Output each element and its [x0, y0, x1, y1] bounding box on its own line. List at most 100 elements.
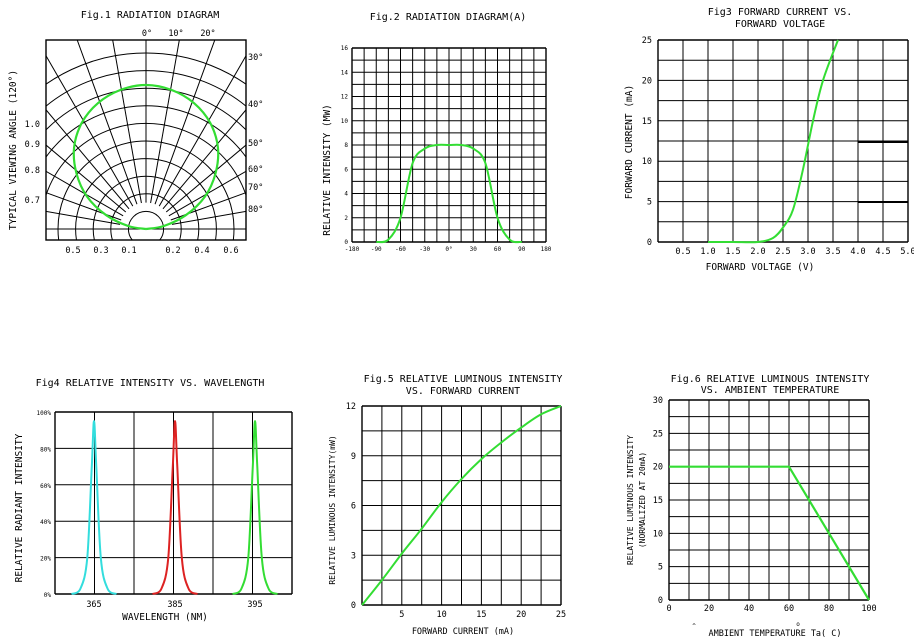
fig2-x-tick: -30 — [419, 246, 430, 253]
fig4-y-ticks: 0% 20% 40% 60% 80% 100% — [37, 410, 52, 599]
fig2-y-tick: 10 — [341, 118, 349, 125]
fig6-y-tick: 20 — [653, 463, 663, 473]
fig2-y-tick: 4 — [344, 191, 348, 198]
fig6-derating-curve — [669, 465, 870, 601]
fig1-radiation-diagram: Fig.1 RADIATION DIAGRAM TYPICAL VIEWING … — [8, 10, 263, 256]
fig1-angle-label: 40° — [248, 100, 263, 110]
fig6-y-tick: 15 — [653, 496, 663, 506]
fig3-x-tick: 0.5 — [675, 247, 690, 257]
fig6-y-tick: 30 — [653, 396, 663, 406]
fig3-y-tick: 10 — [642, 157, 652, 167]
fig2-y-tick: 14 — [341, 69, 349, 76]
fig4-x-ticks: 365 385 395 — [86, 600, 262, 610]
fig1-bottom-label: 0.4 — [194, 246, 209, 256]
fig1-left-label: 1.0 — [25, 120, 40, 130]
fig1-angle-label: 10° — [168, 29, 183, 39]
fig2-y-tick: 16 — [341, 45, 349, 52]
fig1-bottom-label: 0.3 — [93, 246, 108, 256]
fig2-y-tick: 6 — [344, 166, 348, 173]
fig1-ylabel: TYPICAL VIEWING ANGLE (120°) — [8, 70, 19, 230]
fig6-y-tick: 10 — [653, 529, 663, 539]
fig1-left-label: 0.8 — [25, 166, 40, 176]
fig6-x-ticks: 0 20 40 60 80 100 — [666, 604, 876, 614]
fig6-x-tick: 0 — [666, 604, 671, 614]
fig1-spoke — [46, 170, 124, 217]
fig1-spoke — [46, 109, 130, 210]
fig3-x-tick: 3.5 — [825, 247, 840, 257]
fig1-spoke — [76, 40, 138, 205]
fig1-angle-label: 60° — [248, 165, 263, 175]
fig5-y-tick: 0 — [351, 601, 356, 611]
fig1-spoke — [162, 109, 246, 210]
fig6-xlabel-caret: ^ — [692, 623, 696, 630]
fig2-y-tick: 8 — [344, 142, 348, 149]
fig1-bottom-label: 0.2 — [165, 246, 180, 256]
fig4-x-tick: 365 — [86, 600, 101, 610]
fig2-y-tick: 0 — [344, 239, 348, 246]
fig2-x-tick: -60 — [395, 246, 406, 253]
fig5-x-ticks: 5 10 15 20 25 — [399, 610, 566, 620]
fig4-y-tick: 80% — [40, 446, 51, 453]
fig1-spoke — [154, 40, 216, 205]
fig1-spoke — [168, 170, 246, 217]
fig1-spoke — [170, 192, 246, 221]
fig3-x-tick: 1.5 — [725, 247, 740, 257]
fig1-spoke — [112, 40, 142, 204]
fig1-angle-label: 20° — [200, 29, 215, 39]
fig5-title-line: Fig.5 RELATIVE LUMINOUS INTENSITY — [364, 374, 563, 385]
fig5-x-tick: 20 — [516, 610, 526, 620]
fig4-y-tick: 100% — [37, 410, 52, 417]
fig6-xlabel: AMBIENT TEMPERATURE Ta( C) — [708, 629, 841, 639]
fig2-intensity-curve — [376, 143, 522, 244]
fig3-x-tick: 1.0 — [700, 247, 715, 257]
fig4-ylabel: RELATIVE RADIANT INTENSITY — [14, 433, 25, 582]
fig3-y-ticks: 0 5 10 15 20 25 — [642, 36, 652, 248]
fig6-grid — [668, 399, 870, 601]
fig3-x-tick: 2.5 — [775, 247, 790, 257]
fig1-angle-label: 70° — [248, 183, 263, 193]
fig4-x-tick: 385 — [167, 600, 182, 610]
fig6-title-line: VS. AMBIENT TEMPERATURE — [701, 385, 839, 396]
fig2-ylabel: RELATIVE INTENSITY (MW) — [322, 104, 333, 236]
fig2-x-ticks: -180 -90 -60 -30 0° 30 60 90 180 — [345, 246, 552, 253]
fig4-y-tick: 0% — [44, 592, 52, 599]
fig3-x-tick: 5.0 — [900, 247, 914, 257]
fig6-y-ticks: 0 5 10 15 20 25 30 — [653, 396, 663, 606]
fig1-polar-lines — [46, 40, 246, 240]
fig6-ylabel-line: RELATIVE LUMINOUS INTENSITY — [626, 435, 635, 565]
fig6-luminous-intensity-vs-temperature: Fig.6 RELATIVE LUMINOUS INTENSITY VS. AM… — [626, 374, 877, 639]
fig2-x-tick: -180 — [345, 246, 360, 253]
fig6-degree-mark: o — [796, 621, 800, 628]
fig5-ylabel: RELATIVE LUMINOUS INTENSITY(mW) — [328, 435, 337, 584]
fig4-y-tick: 20% — [40, 556, 51, 563]
fig6-y-tick: 0 — [658, 596, 663, 606]
fig5-y-tick: 12 — [346, 402, 356, 412]
fig1-pattern-curve — [72, 83, 220, 231]
fig2-x-tick: 90 — [518, 246, 526, 253]
fig2-x-tick: 180 — [541, 246, 552, 253]
fig4-y-tick: 60% — [40, 483, 51, 490]
fig5-luminous-intensity-vs-current: Fig.5 RELATIVE LUMINOUS INTENSITY VS. FO… — [328, 374, 566, 637]
fig4-x-tick: 395 — [247, 600, 262, 610]
fig1-spoke — [150, 40, 180, 204]
fig6-x-tick: 60 — [784, 604, 794, 614]
fig1-title: Fig.1 RADIATION DIAGRAM — [81, 10, 219, 21]
fig5-x-tick: 15 — [476, 610, 486, 620]
fig3-xlabel: FORWARD VOLTAGE (V) — [706, 262, 815, 273]
fig3-grid — [657, 39, 909, 243]
fig5-y-tick: 6 — [351, 502, 356, 512]
fig2-x-tick: 30 — [470, 246, 478, 253]
fig4-series-395 — [231, 420, 279, 595]
fig4-xlabel: WAVELENGTH (NM) — [122, 612, 208, 623]
fig6-x-tick: 40 — [744, 604, 754, 614]
fig5-y-ticks: 0 3 6 9 12 — [346, 402, 356, 611]
fig3-ylabel: FORWARD CURRENT (mA) — [624, 85, 635, 199]
fig1-spoke — [165, 144, 246, 213]
fig3-x-tick: 4.5 — [875, 247, 890, 257]
fig6-title-line: Fig.6 RELATIVE LUMINOUS INTENSITY — [671, 374, 870, 385]
fig2-y-ticks: 0 2 4 6 8 10 12 14 16 — [341, 45, 349, 246]
fig1-left-label: 0.7 — [25, 196, 40, 206]
fig2-y-tick: 2 — [344, 215, 348, 222]
fig1-angle-label: 50° — [248, 139, 263, 149]
fig2-y-tick: 12 — [341, 94, 349, 101]
